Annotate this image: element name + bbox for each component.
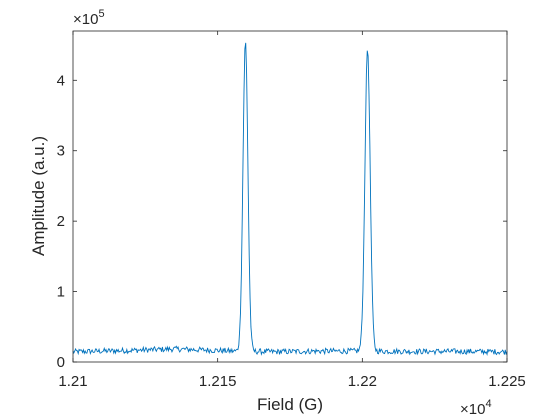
x-tick-label: 1.215 — [199, 373, 237, 390]
y-axis-label: Amplitude (a.u.) — [29, 136, 48, 256]
tick-layer: 1.21 1.215 1.22 1.225 0 1 2 3 4 — [57, 31, 526, 390]
y-tick-label: 2 — [57, 213, 65, 230]
data-layer — [72, 42, 508, 357]
series-line — [72, 42, 508, 357]
x-tick-label: 1.225 — [488, 373, 526, 390]
x-tick-label: 1.22 — [348, 373, 377, 390]
y-tick-label: 4 — [57, 72, 65, 89]
y-tick-label: 0 — [57, 354, 65, 371]
y-exponent-label: ×105 — [73, 8, 105, 28]
axes-box — [72, 30, 508, 363]
plot-area — [73, 31, 507, 362]
y-tick-label: 1 — [57, 284, 65, 301]
x-exponent-label: ×104 — [460, 398, 492, 418]
x-tick-label: 1.21 — [58, 373, 87, 390]
y-tick-label: 3 — [57, 143, 65, 160]
x-axis-label: Field (G) — [257, 395, 323, 414]
